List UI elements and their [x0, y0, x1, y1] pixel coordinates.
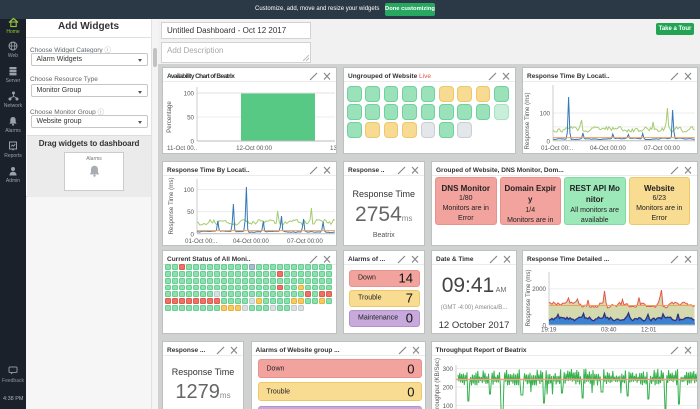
svg-text:2000: 2000 [532, 286, 546, 293]
svg-text:04-Oct 00:00: 04-Oct 00:00 [233, 237, 269, 244]
svg-text:300: 300 [442, 366, 453, 373]
svg-text:Percentage: Percentage [166, 101, 173, 133]
svg-text:07-Oct 00:00: 07-Oct 00:00 [287, 237, 323, 244]
svg-text:19:19: 19:19 [541, 326, 557, 333]
svg-text:0: 0 [547, 138, 551, 145]
svg-text:Response Time (ms): Response Time (ms) [524, 92, 531, 149]
svg-text:100: 100 [184, 91, 195, 98]
svg-text:Response Time (ms): Response Time (ms) [525, 269, 532, 326]
svg-text:01-Oct 00:..: 01-Oct 00:.. [185, 237, 218, 244]
svg-text:11-Oct 00..: 11-Oct 00.. [167, 145, 197, 152]
svg-text:Throughput (KB/Sec): Throughput (KB/Sec) [434, 357, 441, 409]
svg-text:0: 0 [191, 139, 195, 146]
svg-text:07-Oct 00:00: 07-Oct 00:00 [644, 145, 680, 152]
svg-text:50: 50 [187, 115, 194, 122]
svg-text:100: 100 [184, 187, 195, 194]
svg-text:04-Oct 00:00: 04-Oct 00:00 [590, 145, 626, 152]
svg-text:0: 0 [191, 231, 195, 238]
svg-text:50: 50 [187, 209, 194, 216]
svg-text:03:40: 03:40 [601, 326, 617, 333]
svg-text:100: 100 [442, 403, 453, 409]
svg-text:100: 100 [540, 111, 551, 118]
svg-text:0: 0 [543, 322, 547, 329]
svg-text:Response Time (ms): Response Time (ms) [168, 177, 175, 234]
svg-text:12-Oct 00:00: 12-Oct 00:00 [236, 145, 272, 152]
svg-text:200: 200 [442, 384, 453, 391]
svg-text:01-Oct 00:..: 01-Oct 00:.. [541, 145, 574, 152]
svg-text:12:01: 12:01 [641, 326, 657, 333]
svg-text:13-: 13- [330, 145, 337, 152]
